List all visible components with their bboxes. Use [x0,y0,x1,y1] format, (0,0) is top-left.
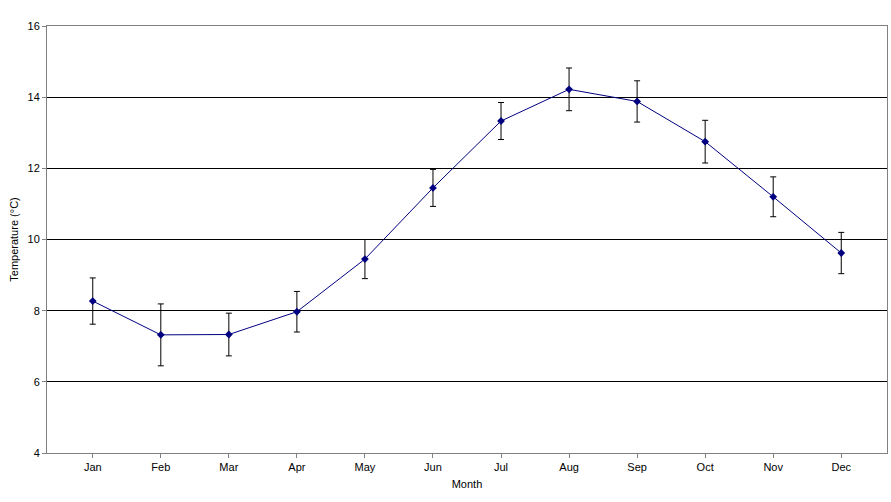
svg-text:Sep: Sep [627,461,647,473]
svg-text:14: 14 [28,91,40,103]
svg-text:May: May [355,461,376,473]
svg-text:Nov: Nov [763,461,783,473]
svg-text:Jan: Jan [84,461,102,473]
svg-text:12: 12 [28,162,40,174]
svg-text:Temperature (°C): Temperature (°C) [8,197,20,281]
svg-text:10: 10 [28,233,40,245]
svg-text:16: 16 [28,20,40,32]
svg-text:Dec: Dec [831,461,851,473]
svg-text:Aug: Aug [559,461,579,473]
svg-text:Jul: Jul [494,461,508,473]
svg-text:Month: Month [452,478,483,490]
svg-text:Oct: Oct [697,461,714,473]
svg-text:4: 4 [34,447,40,459]
svg-text:Feb: Feb [151,461,170,473]
svg-text:Jun: Jun [424,461,442,473]
svg-text:6: 6 [34,376,40,388]
svg-text:Apr: Apr [288,461,305,473]
svg-text:8: 8 [34,305,40,317]
svg-text:Mar: Mar [219,461,238,473]
